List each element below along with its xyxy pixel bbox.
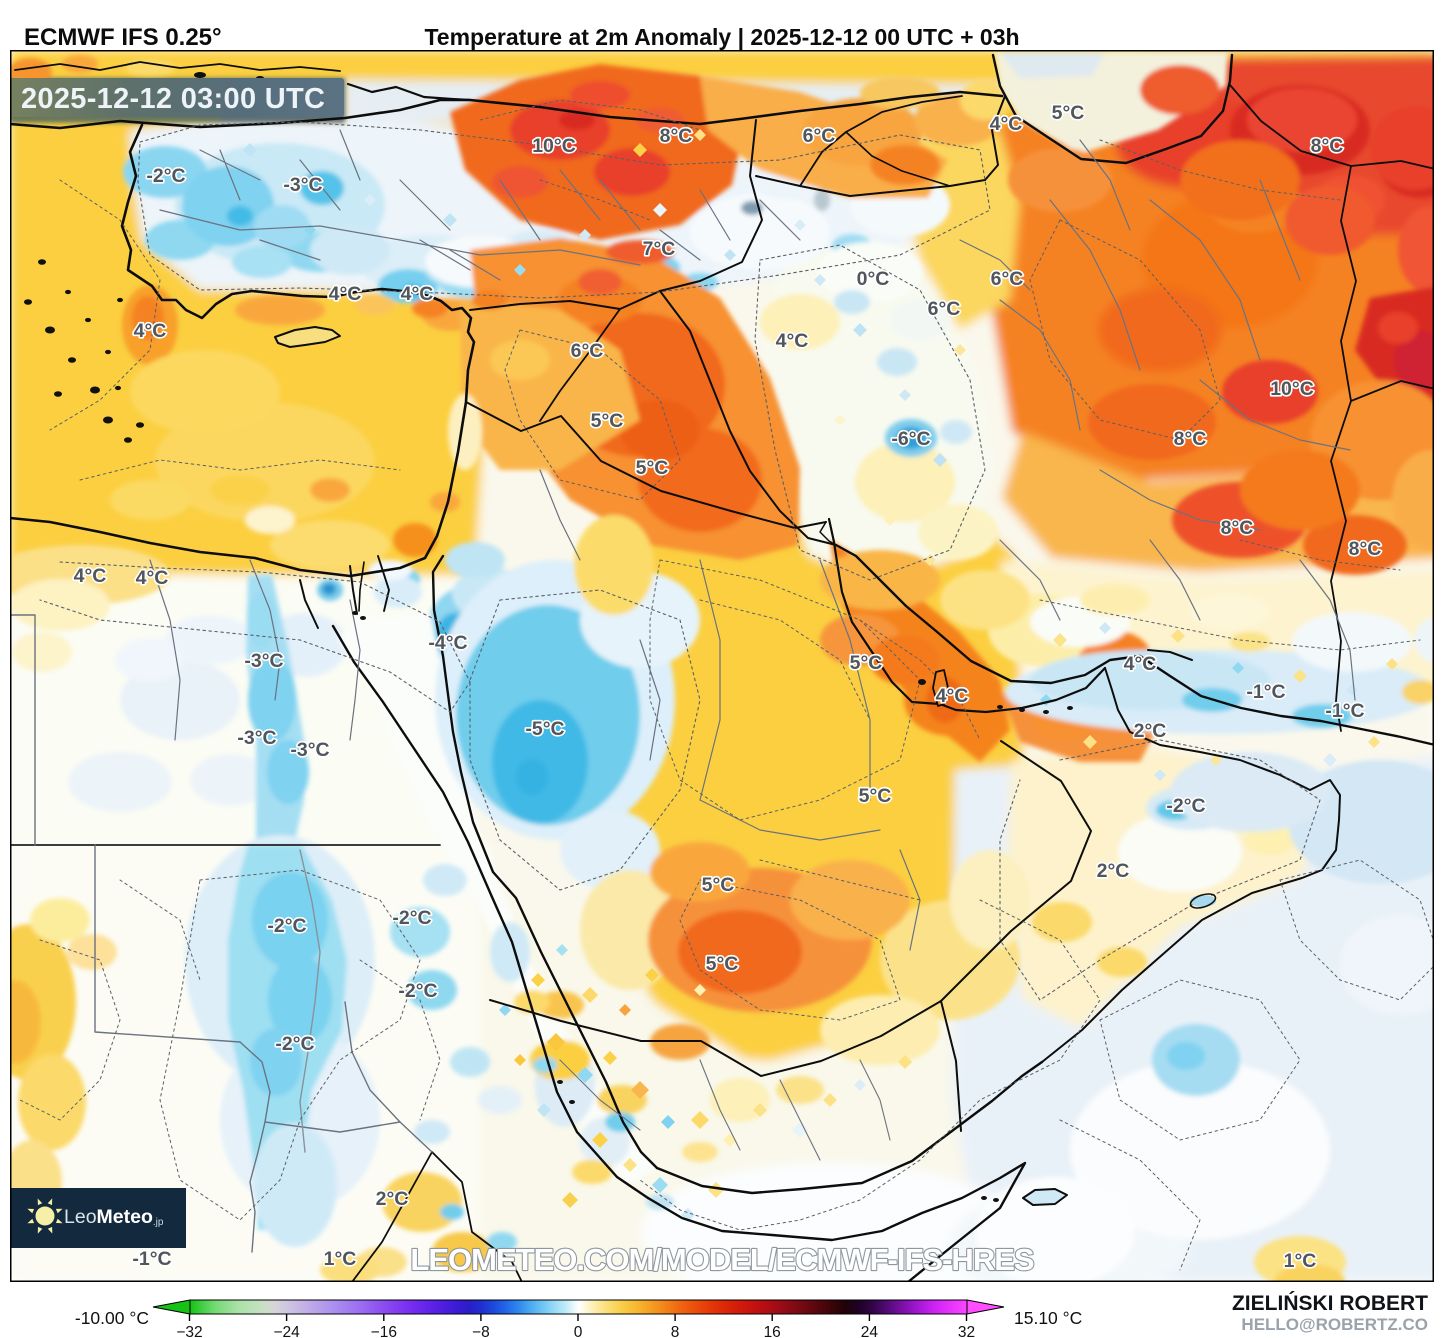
svg-text:10°C: 10°C xyxy=(1270,378,1314,400)
svg-text:4°C: 4°C xyxy=(936,685,969,707)
svg-text:4°C: 4°C xyxy=(134,320,167,342)
svg-text:-2°C: -2°C xyxy=(275,1033,314,1055)
svg-text:4°C: 4°C xyxy=(136,567,169,589)
svg-text:2°C: 2°C xyxy=(376,1188,409,1210)
svg-text:8°C: 8°C xyxy=(1221,517,1254,539)
svg-text:−24: −24 xyxy=(273,1324,300,1338)
svg-text:-6°C: -6°C xyxy=(891,428,930,450)
svg-text:7°C: 7°C xyxy=(643,238,676,260)
svg-text:5°C: 5°C xyxy=(702,874,735,896)
svg-text:8: 8 xyxy=(671,1324,680,1338)
svg-text:4°C: 4°C xyxy=(329,283,362,305)
svg-text:24: 24 xyxy=(861,1324,879,1338)
svg-text:6°C: 6°C xyxy=(571,340,604,362)
svg-text:4°C: 4°C xyxy=(990,113,1023,135)
svg-text:8°C: 8°C xyxy=(1349,538,1382,560)
svg-text:10°C: 10°C xyxy=(532,135,576,157)
svg-text:HELLO@ROBERTZ.CO: HELLO@ROBERTZ.CO xyxy=(1241,1315,1428,1334)
svg-text:−16: −16 xyxy=(371,1324,397,1338)
svg-text:5°C: 5°C xyxy=(850,652,883,674)
svg-text:LEOMETEO.COM/MODEL/ECMWF-IFS-H: LEOMETEO.COM/MODEL/ECMWF-IFS-HRES xyxy=(410,1242,1033,1277)
svg-text:16: 16 xyxy=(764,1324,781,1338)
svg-text:-10.00 °C: -10.00 °C xyxy=(75,1308,149,1328)
svg-text:4°C: 4°C xyxy=(74,565,107,587)
svg-text:-1°C: -1°C xyxy=(132,1248,171,1270)
svg-text:ZIELIŃSKI ROBERT: ZIELIŃSKI ROBERT xyxy=(1232,1292,1428,1315)
svg-text:1°C: 1°C xyxy=(1284,1250,1317,1272)
svg-text:-2°C: -2°C xyxy=(146,165,185,187)
svg-text:5°C: 5°C xyxy=(636,457,669,479)
svg-text:4°C: 4°C xyxy=(401,283,434,305)
svg-text:5°C: 5°C xyxy=(706,953,739,975)
svg-text:-2°C: -2°C xyxy=(267,915,306,937)
svg-text:-3°C: -3°C xyxy=(283,174,322,196)
svg-text:-4°C: -4°C xyxy=(428,632,467,654)
svg-text:8°C: 8°C xyxy=(1174,428,1207,450)
svg-text:1°C: 1°C xyxy=(324,1248,357,1270)
svg-text:−32: −32 xyxy=(176,1324,202,1338)
svg-text:8°C: 8°C xyxy=(660,125,693,147)
svg-text:-2°C: -2°C xyxy=(392,907,431,929)
svg-text:−8: −8 xyxy=(472,1324,490,1338)
svg-text:4°C: 4°C xyxy=(776,330,809,352)
svg-text:-3°C: -3°C xyxy=(290,739,329,761)
svg-text:2°C: 2°C xyxy=(1134,720,1167,742)
svg-text:8°C: 8°C xyxy=(1311,135,1344,157)
svg-text:2°C: 2°C xyxy=(1097,860,1130,882)
svg-text:-2°C: -2°C xyxy=(398,980,437,1002)
svg-text:0°C: 0°C xyxy=(857,268,890,290)
svg-text:LeoMeteo.jp: LeoMeteo.jp xyxy=(64,1206,164,1228)
svg-text:-5°C: -5°C xyxy=(525,718,564,740)
svg-text:6°C: 6°C xyxy=(803,125,836,147)
svg-text:6°C: 6°C xyxy=(928,298,961,320)
svg-text:-3°C: -3°C xyxy=(237,727,276,749)
svg-text:5°C: 5°C xyxy=(1052,102,1085,124)
svg-text:15.10 °C: 15.10 °C xyxy=(1014,1308,1082,1328)
svg-text:-3°C: -3°C xyxy=(244,650,283,672)
svg-text:0: 0 xyxy=(574,1324,583,1338)
svg-text:4°C: 4°C xyxy=(1124,653,1157,675)
svg-text:-2°C: -2°C xyxy=(1166,795,1205,817)
svg-text:5°C: 5°C xyxy=(859,785,892,807)
svg-text:-1°C: -1°C xyxy=(1246,681,1285,703)
svg-text:-1°C: -1°C xyxy=(1325,700,1364,722)
svg-text:5°C: 5°C xyxy=(591,410,624,432)
svg-text:32: 32 xyxy=(958,1324,975,1338)
svg-text:6°C: 6°C xyxy=(991,268,1024,290)
svg-text:2025-12-12 03:00 UTC: 2025-12-12 03:00 UTC xyxy=(21,83,325,115)
